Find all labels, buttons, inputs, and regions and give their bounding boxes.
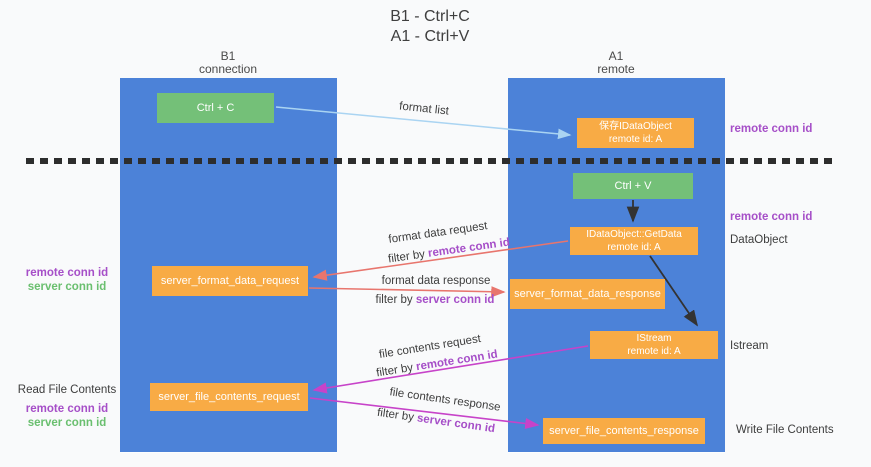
server-file-contents-response-label: server_file_contents_response [549,424,699,437]
title-line-2: A1 - Ctrl+V [390,28,470,45]
filter-by-text: filter by [387,247,429,266]
write-file-contents-label: Write File Contents [736,424,834,436]
ctrl-c-box: Ctrl + C [157,93,274,123]
istream-box: IStream remote id: A [590,331,718,359]
server-file-contents-request-label: server_file_contents_request [158,390,300,403]
remote-conn-id-text: remote conn id [427,236,511,260]
remote-conn-id-side-label-top: remote conn id [730,123,813,135]
left-conn-id-group-top: remote conn id server conn id [18,266,116,294]
format-list-label: format list [398,100,450,118]
format-data-response-arrow [308,286,506,298]
remote-conn-id-left-label-1: remote conn id [25,267,109,279]
server-format-data-request-box: server_format_data_request [152,266,308,296]
remote-conn-id-left-label-2: remote conn id [25,403,109,415]
right-column-header-line2: remote [597,62,635,76]
istream-line2: remote id: A [627,346,681,357]
title-line-1: B1 - Ctrl+C [390,8,470,25]
save-idataobject-line1: 保存IDataObject [599,121,672,132]
server-conn-id-text: server conn id [416,412,496,436]
filter-by-server-conn-id-label-2: filter by server conn id [376,407,495,435]
istream-line1: IStream [636,333,672,344]
getdata-line2: remote id: A [607,242,661,253]
remote-conn-id-side-label-mid: remote conn id [730,211,813,223]
filter-by-text: filter by [375,361,418,380]
server-conn-id-left-label-1: server conn id [27,281,107,293]
istream-side-label: Istream [730,340,769,352]
save-idataobject-line2: remote id: A [608,134,663,145]
dashed-separator-line [26,158,832,164]
left-column-header-line2: connection [198,62,258,76]
ctrl-c-label: Ctrl + C [196,101,235,114]
diagram-title: B1 - Ctrl+C A1 - Ctrl+V [330,7,530,47]
left-conn-id-group-bottom: Read File Contents remote conn id server… [14,383,120,430]
idataobject-getdata-box: IDataObject::GetData remote id: A [570,227,698,255]
right-column-header: A1 remote [556,50,676,76]
filter-by-text: filter by [375,294,416,306]
file-contents-response-label: file contents response [388,386,502,414]
format-data-response-label: format data response [381,275,491,287]
dataobject-side-label: DataObject [730,234,788,246]
ctrl-v-box: Ctrl + V [573,173,693,199]
left-column-header-line1: B1 [220,49,236,63]
server-format-data-request-label: server_format_data_request [160,274,300,287]
server-conn-id-text: server conn id [415,294,495,306]
server-format-data-response-box: server_format_data_response [510,279,665,309]
server-format-data-response-label: server_format_data_response [514,287,661,300]
filter-by-text: filter by [376,406,418,425]
server-file-contents-response-box: server_file_contents_response [543,418,705,444]
left-column-header: B1 connection [168,50,288,76]
filter-by-server-conn-id-label-1: filter by server conn id [376,294,495,306]
getdata-line1: IDataObject::GetData [586,229,682,240]
right-column-header-line1: A1 [608,49,624,63]
ctrl-v-label: Ctrl + V [614,179,652,192]
server-conn-id-left-label-2: server conn id [27,417,107,429]
read-file-contents-label: Read File Contents [17,384,117,396]
save-idataobject-box: 保存IDataObject remote id: A [577,118,694,148]
server-file-contents-request-box: server_file_contents_request [150,383,308,411]
